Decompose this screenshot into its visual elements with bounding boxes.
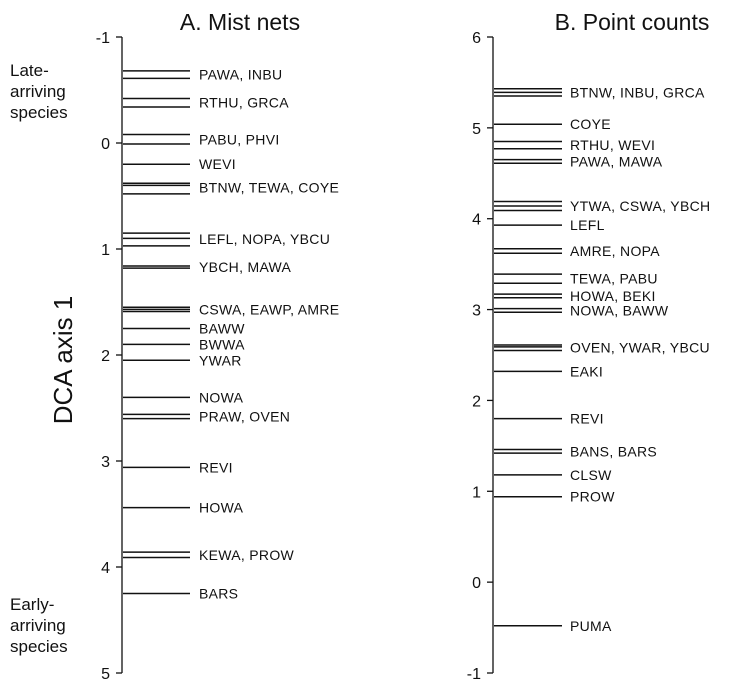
panel-a-marks: PAWA, INBU RTHU, GRCA PABU, PHVI WEVI BTNW, … bbox=[123, 67, 339, 602]
panel-b-species-label: BTNW, INBU, GRCA bbox=[570, 84, 705, 100]
panel-b-species-label: REVI bbox=[570, 411, 604, 427]
panel-b-species-label: TEWA, PABU bbox=[570, 271, 658, 287]
panel-b-axis: 6 5 4 3 2 1 0 -1 bbox=[467, 30, 494, 683]
panel-a-tick-label: 0 bbox=[101, 136, 110, 153]
panel-b-title: B. Point counts bbox=[555, 9, 710, 35]
panel-a-species-label: LEFL, NOPA, YBCU bbox=[199, 231, 330, 247]
panel-a-species-label: PAWA, INBU bbox=[199, 67, 282, 83]
panel-b-species-label: COYE bbox=[570, 116, 611, 132]
late-note-line-1: Late- bbox=[10, 61, 49, 80]
early-arriving-note: Early- arriving species bbox=[10, 595, 70, 656]
panel-b-species-label: LEFL bbox=[570, 217, 605, 233]
late-note-line-3: species bbox=[10, 103, 68, 122]
panel-a-tick-label: -1 bbox=[96, 30, 110, 47]
panel-b-species-label: HOWA, BEKI bbox=[570, 288, 656, 304]
panel-a-tick-label: 3 bbox=[101, 454, 110, 471]
panel-a-species-label: KEWA, PROW bbox=[199, 547, 295, 563]
panel-a-species-label: BARS bbox=[199, 586, 238, 602]
panel-b-species-label: AMRE, NOPA bbox=[570, 243, 660, 259]
early-note-line-1: Early- bbox=[10, 595, 54, 614]
panel-point-counts: B. Point counts 6 5 4 3 2 1 0 -1 BTNW, INBU, GR… bbox=[467, 9, 710, 683]
panel-b-tick-label: 3 bbox=[472, 303, 481, 320]
panel-b-species-label: CLSW bbox=[570, 467, 612, 483]
panel-a-species-label: WEVI bbox=[199, 156, 236, 172]
panel-a-species-label: BAWW bbox=[199, 321, 245, 337]
panel-a-species-label: YBCH, MAWA bbox=[199, 259, 292, 275]
panel-b-species-label: YTWA, CSWA, YBCH bbox=[570, 198, 710, 214]
panel-a-species-label: REVI bbox=[199, 459, 233, 475]
panel-b-species-label: BANS, BARS bbox=[570, 443, 657, 459]
panel-a-axis: -1 0 1 2 3 4 5 bbox=[96, 30, 123, 683]
panel-a-tick-label: 5 bbox=[101, 666, 110, 683]
panel-b-tick-label: 4 bbox=[472, 212, 481, 229]
early-note-line-3: species bbox=[10, 637, 68, 656]
y-axis-label: DCA axis 1 bbox=[48, 296, 78, 425]
panel-b-species-label: PAWA, MAWA bbox=[570, 153, 663, 169]
panel-b-species-label: PUMA bbox=[570, 618, 612, 634]
panel-b-species-label: EAKI bbox=[570, 363, 603, 379]
panel-b-tick-label: 2 bbox=[472, 393, 481, 410]
panel-a-species-label: YWAR bbox=[199, 352, 242, 368]
panel-a-species-label: RTHU, GRCA bbox=[199, 95, 289, 111]
early-note-line-2: arriving bbox=[10, 616, 66, 635]
panel-a-species-label: BTNW, TEWA, COYE bbox=[199, 180, 339, 196]
panel-b-species-label: OVEN, YWAR, YBCU bbox=[570, 339, 710, 355]
panel-a-species-label: CSWA, EAWP, AMRE bbox=[199, 301, 339, 317]
panel-a-tick-label: 1 bbox=[101, 242, 110, 259]
panel-b-species-label: NOWA, BAWW bbox=[570, 302, 669, 318]
panel-a-species-label: PABU, PHVI bbox=[199, 131, 280, 147]
panel-b-species-label: RTHU, WEVI bbox=[570, 137, 655, 153]
late-arriving-note: Late- arriving species bbox=[10, 61, 70, 122]
panel-a-species-label: NOWA bbox=[199, 389, 244, 405]
panel-a-title: A. Mist nets bbox=[180, 9, 300, 35]
panel-b-tick-label: 5 bbox=[472, 121, 481, 138]
panel-a-tick-label: 4 bbox=[101, 560, 110, 577]
panel-a-species-label: PRAW, OVEN bbox=[199, 408, 290, 424]
panel-b-tick-label: 1 bbox=[472, 484, 481, 501]
panel-b-tick-label: -1 bbox=[467, 666, 481, 683]
late-note-line-2: arriving bbox=[10, 82, 66, 101]
panel-a-species-label: BWWA bbox=[199, 336, 245, 352]
panel-b-tick-label: 0 bbox=[472, 575, 481, 592]
panel-b-species-label: PROW bbox=[570, 489, 615, 505]
panel-mist-nets: A. Mist nets DCA axis 1 Late- arriving s… bbox=[10, 9, 339, 683]
panel-b-tick-label: 6 bbox=[472, 30, 481, 47]
panel-a-tick-label: 2 bbox=[101, 348, 110, 365]
panel-a-species-label: HOWA bbox=[199, 500, 244, 516]
